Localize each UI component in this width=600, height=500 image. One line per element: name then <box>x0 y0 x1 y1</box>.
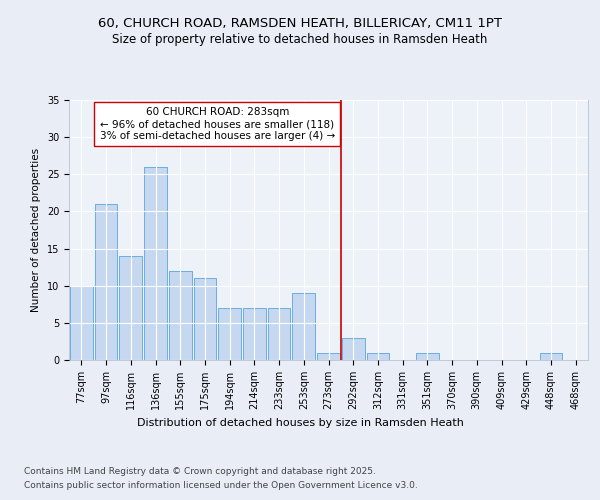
Y-axis label: Number of detached properties: Number of detached properties <box>31 148 41 312</box>
Bar <box>119 256 142 360</box>
Bar <box>292 293 315 360</box>
Text: Contains public sector information licensed under the Open Government Licence v3: Contains public sector information licen… <box>24 481 418 490</box>
Bar <box>194 278 216 360</box>
Bar <box>70 286 93 360</box>
Bar <box>144 167 167 360</box>
Text: Distribution of detached houses by size in Ramsden Heath: Distribution of detached houses by size … <box>137 418 463 428</box>
Bar <box>268 308 290 360</box>
Text: 60, CHURCH ROAD, RAMSDEN HEATH, BILLERICAY, CM11 1PT: 60, CHURCH ROAD, RAMSDEN HEATH, BILLERIC… <box>98 18 502 30</box>
Bar <box>539 352 562 360</box>
Bar <box>95 204 118 360</box>
Bar <box>169 271 191 360</box>
Bar <box>416 352 439 360</box>
Bar <box>367 352 389 360</box>
Bar <box>218 308 241 360</box>
Text: Size of property relative to detached houses in Ramsden Heath: Size of property relative to detached ho… <box>112 32 488 46</box>
Text: 60 CHURCH ROAD: 283sqm
← 96% of detached houses are smaller (118)
3% of semi-det: 60 CHURCH ROAD: 283sqm ← 96% of detached… <box>100 108 335 140</box>
Bar <box>342 338 365 360</box>
Bar <box>243 308 266 360</box>
Bar <box>317 352 340 360</box>
Text: Contains HM Land Registry data © Crown copyright and database right 2025.: Contains HM Land Registry data © Crown c… <box>24 468 376 476</box>
